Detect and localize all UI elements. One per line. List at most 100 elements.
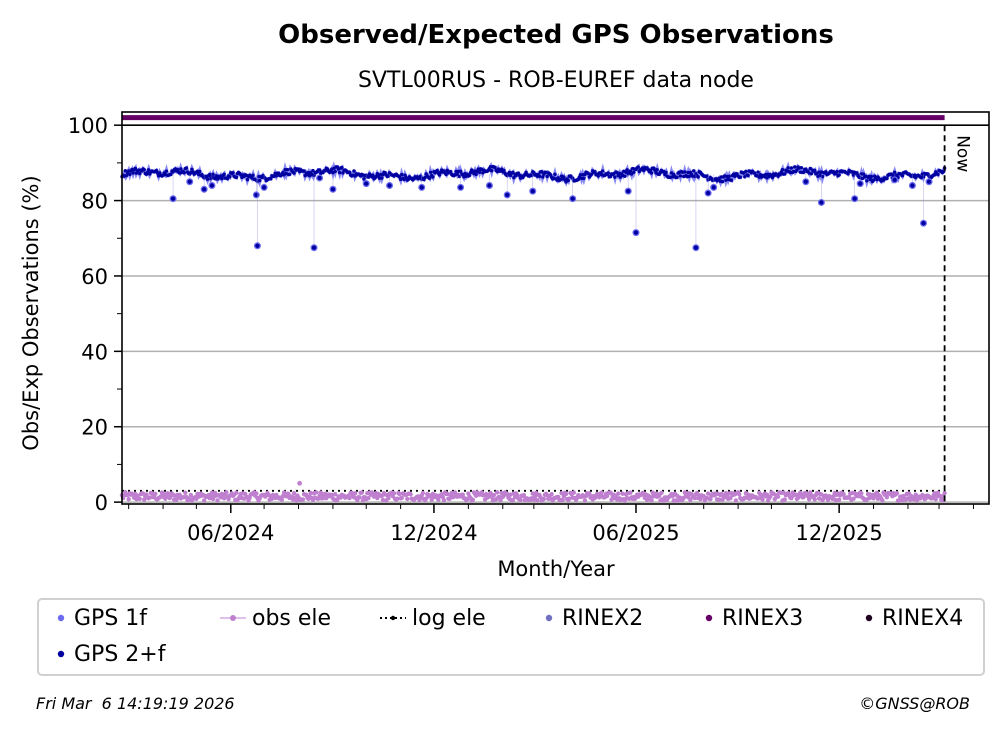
gps-2f-point xyxy=(201,187,207,192)
y-tick-label: 60 xyxy=(81,265,108,289)
y-tick-label: 100 xyxy=(68,114,108,138)
gps-2f-point xyxy=(274,174,279,178)
gps-2f-point xyxy=(756,170,760,174)
obs-ele-point xyxy=(737,492,742,497)
gps-2f-point xyxy=(633,230,639,235)
gps-2f-point xyxy=(885,176,889,181)
obs-ele-point xyxy=(436,497,441,502)
obs-ele-point xyxy=(521,492,527,498)
obs-ele-point xyxy=(498,497,503,503)
gps-2f-point xyxy=(333,169,337,174)
obs-ele-point xyxy=(880,498,885,503)
obs-ele-point xyxy=(940,494,945,499)
obs-ele-point xyxy=(297,480,303,486)
x-tick-label: 12/2024 xyxy=(390,521,477,545)
obs-ele-point xyxy=(300,497,306,502)
obs-ele-point xyxy=(391,491,397,496)
gps-2f-point xyxy=(489,169,494,173)
obs-ele-point xyxy=(819,492,824,497)
gps-2f-point xyxy=(458,169,463,173)
gps-2f-point xyxy=(636,165,640,169)
gps-2f-point xyxy=(664,170,668,175)
obs-ele-point xyxy=(279,497,285,502)
gps-2f-point xyxy=(487,183,492,188)
gps-2f-point xyxy=(400,172,404,177)
obs-ele-point xyxy=(140,491,146,496)
obs-ele-point xyxy=(359,490,364,495)
gps-2f-point xyxy=(427,176,432,180)
obs-ele-point xyxy=(851,496,856,501)
gps-2f-point xyxy=(209,183,215,188)
gps-2f-point xyxy=(809,172,814,176)
gps-2f-point xyxy=(455,172,459,176)
obs-ele-point xyxy=(495,490,500,495)
obs-ele-point xyxy=(549,491,554,497)
obs-ele-point xyxy=(347,495,352,501)
gps-2f-point xyxy=(678,174,683,178)
gps-2f-point xyxy=(187,179,192,184)
gps-2f-point xyxy=(626,188,631,194)
obs-ele-point xyxy=(314,490,319,495)
gps-2f-point xyxy=(511,170,515,175)
gps-2f-point xyxy=(164,169,169,173)
gps-2f-point xyxy=(789,166,794,170)
obs-ele-point xyxy=(380,497,386,503)
chart: Observed/Expected GPS Observations SVTL0… xyxy=(19,20,990,581)
obs-ele-point xyxy=(294,498,299,503)
obs-ele-point xyxy=(441,498,447,503)
obs-ele-point xyxy=(933,497,938,502)
gps-2f-point xyxy=(467,173,472,178)
obs-ele-point xyxy=(408,492,413,497)
gps-2f-point xyxy=(537,174,542,178)
gps-2f-point xyxy=(865,179,869,183)
gps-2f-point xyxy=(545,174,549,179)
obs-ele-point xyxy=(560,497,565,503)
obs-ele-point xyxy=(841,491,846,497)
gps-2f-point xyxy=(142,168,146,172)
obs-ele-point xyxy=(291,491,297,496)
y-tick-label: 20 xyxy=(81,416,108,440)
gps-2f-point xyxy=(261,185,267,190)
gps-2f-point xyxy=(813,168,817,173)
legend-item-gps-1f: GPS 1f xyxy=(52,606,147,631)
gps-2f-point xyxy=(198,169,202,174)
y-axis: 0 20 40 60 80 100 xyxy=(68,114,122,515)
obs-ele-point xyxy=(447,496,452,502)
gps-2f-point xyxy=(311,168,315,173)
gps-2f-point xyxy=(220,176,224,181)
gps-2f-point xyxy=(570,196,575,201)
gps-2f-point xyxy=(257,178,262,183)
gps-2f-point xyxy=(892,170,897,175)
gps-2f-point xyxy=(234,175,239,180)
gps-2f-point xyxy=(431,175,435,179)
gps-2f-point xyxy=(720,180,725,184)
gps-2f-point xyxy=(593,170,597,174)
gps-2f-point xyxy=(435,168,439,173)
gps-2f-point xyxy=(362,177,366,181)
obs-ele-point xyxy=(234,490,239,496)
gps-2f-point xyxy=(146,168,151,172)
obs-ele-point xyxy=(221,496,227,501)
obs-ele-point xyxy=(532,494,538,499)
obs-ele-point xyxy=(755,496,761,501)
obs-ele-point xyxy=(137,496,142,502)
gps-2f-point xyxy=(786,166,790,170)
legend-marker-icon xyxy=(545,614,553,622)
gps-2f-point xyxy=(589,172,594,176)
obs-ele-point xyxy=(254,491,259,496)
obs-ele-point xyxy=(357,495,362,500)
obs-ele-point xyxy=(816,496,822,501)
now-label: Now xyxy=(953,135,973,172)
obs-ele-point xyxy=(801,494,806,500)
gps-2f-point xyxy=(795,168,799,172)
legend-marker-icon xyxy=(57,614,65,622)
gps-2f-point xyxy=(123,169,128,173)
obs-ele-point xyxy=(518,497,523,503)
gps-2f-point xyxy=(632,170,636,174)
obs-ele-point xyxy=(812,497,817,502)
gps-2f-point xyxy=(502,168,506,173)
gps-2f-point xyxy=(371,173,375,177)
gps-2f-point xyxy=(783,172,787,176)
gps-2f-point xyxy=(287,172,292,176)
gps-2f-point xyxy=(179,167,183,171)
